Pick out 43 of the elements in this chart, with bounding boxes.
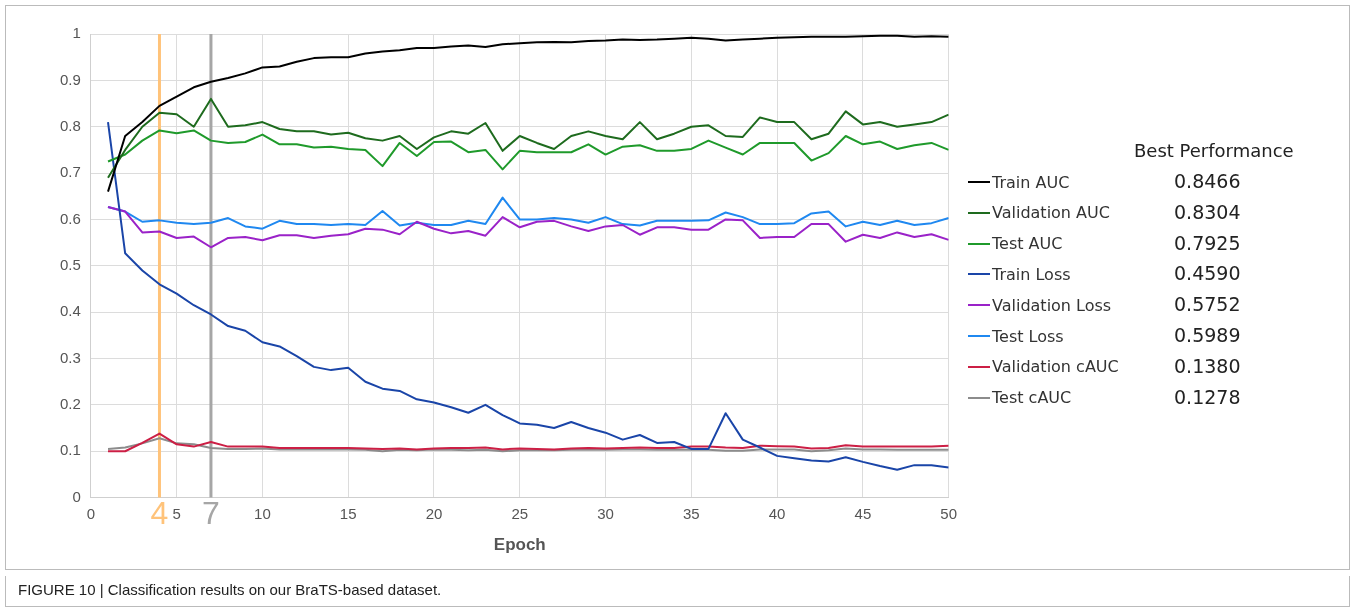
x-tick-label: 35 bbox=[682, 504, 700, 522]
y-tick-label: 0.4 bbox=[59, 302, 81, 320]
legend-title: Best Performance bbox=[1134, 140, 1294, 161]
caption: FIGURE 10 | Classification results on our BraTS-based dataset. bbox=[5, 576, 1350, 607]
legend-label: Validation AUC bbox=[992, 203, 1110, 223]
legend-label: Train AUC bbox=[992, 172, 1070, 192]
x-tick-label: 20 bbox=[425, 504, 443, 522]
legend-label: Validation cAUC bbox=[992, 357, 1119, 377]
x-axis-title: Epoch bbox=[493, 535, 546, 555]
legend-label: Test AUC bbox=[992, 234, 1063, 254]
text: 0.8466 bbox=[1174, 170, 1241, 192]
y-tick-label: 0.8 bbox=[59, 116, 81, 134]
x-tick-label: 15 bbox=[339, 504, 357, 522]
y-tick-label: 0.9 bbox=[59, 70, 81, 88]
y-tick-label: 0 bbox=[72, 487, 81, 505]
text: 0.5989 bbox=[1174, 324, 1241, 346]
y-tick-label: 0.6 bbox=[59, 209, 81, 227]
y-tick-label: 0.1 bbox=[59, 441, 81, 459]
y-tick-label: 0.3 bbox=[59, 348, 81, 366]
x-tick-label: 50 bbox=[940, 504, 957, 522]
text: 0.8304 bbox=[1174, 200, 1241, 223]
legend-label: Validation Loss bbox=[992, 295, 1112, 315]
legend-label: Test Loss bbox=[992, 326, 1064, 346]
x-tick-label: 40 bbox=[768, 504, 786, 522]
legend-label: Test cAUC bbox=[992, 388, 1072, 408]
y-tick-label: 0.2 bbox=[59, 395, 81, 413]
x-tick-label: 0 bbox=[86, 504, 96, 522]
text: 0.1278 bbox=[1174, 385, 1241, 408]
y-tick-label: 1 bbox=[72, 24, 81, 42]
x-tick-label: 30 bbox=[597, 504, 614, 522]
y-tick-label: 0.5 bbox=[59, 255, 81, 273]
text: 0.7925 bbox=[1174, 231, 1241, 254]
legend-label: Train Loss bbox=[992, 264, 1071, 284]
text: 0.5752 bbox=[1174, 293, 1241, 316]
x-tick-label: 45 bbox=[854, 504, 872, 522]
text: 0.1380 bbox=[1174, 354, 1241, 377]
x-tick-label: 5 bbox=[172, 504, 181, 522]
y-tick-label: 0.7 bbox=[59, 163, 81, 181]
x-tick-label: 25 bbox=[511, 504, 529, 522]
ref-line-label: 7 bbox=[202, 495, 220, 532]
ref-line-label: 4 bbox=[150, 495, 169, 532]
x-tick-label: 10 bbox=[254, 504, 271, 522]
text: 0.4590 bbox=[1174, 262, 1241, 285]
